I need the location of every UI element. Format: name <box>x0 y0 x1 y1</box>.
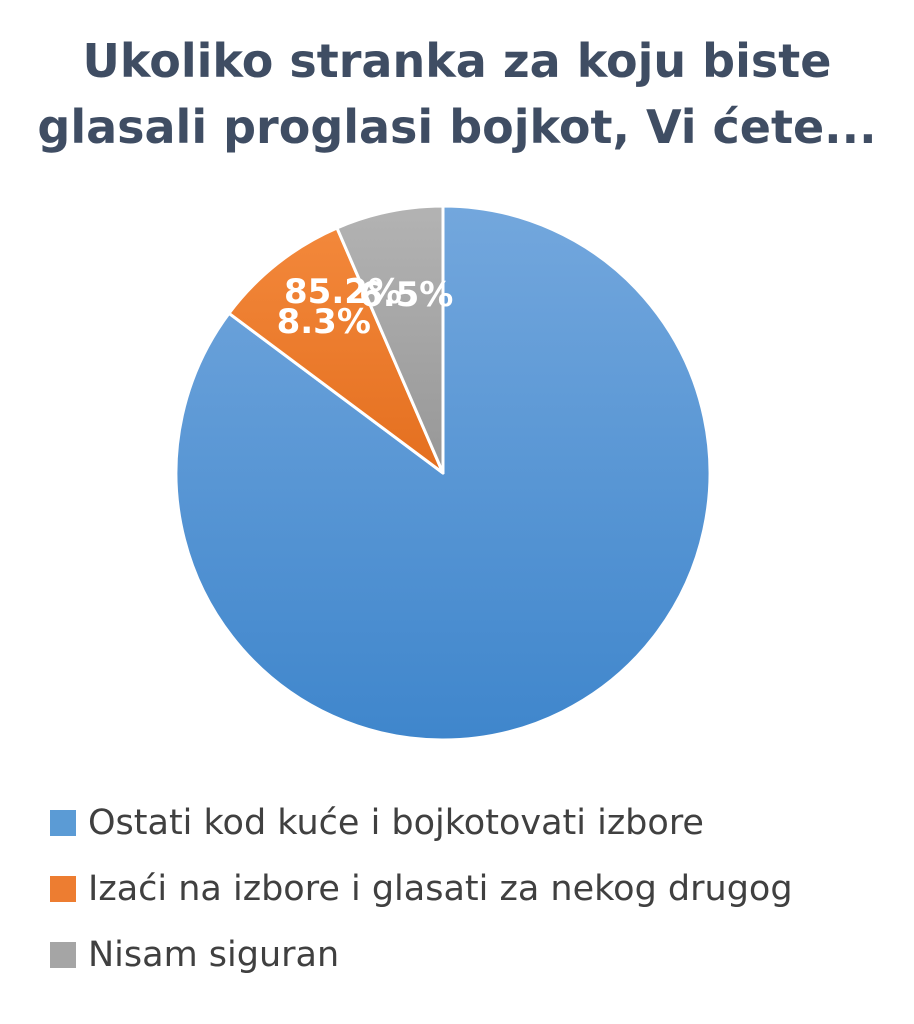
legend-item-ostati: Ostati kod kuće i bojkotovati izbore <box>50 790 793 856</box>
pie-slice-izaci <box>227 226 445 475</box>
chart-title-line-1: Ukoliko stranka za koju biste <box>82 34 832 88</box>
data-label-nisam: 6.5% <box>359 275 453 315</box>
legend-label-izaci: Izaći na izbore i glasati za nekog drugo… <box>88 869 793 909</box>
legend-swatch-nisam <box>50 942 76 968</box>
legend-label-ostati: Ostati kod kuće i bojkotovati izbore <box>88 803 704 843</box>
legend-swatch-izaci <box>50 876 76 902</box>
data-label-ostati: 85.2% <box>284 272 402 312</box>
data-label-izaci: 8.3% <box>277 302 371 342</box>
legend-item-izaci: Izaći na izbore i glasati za nekog drugo… <box>50 856 793 922</box>
legend-swatch-ostati <box>50 810 76 836</box>
legend: Ostati kod kuće i bojkotovati izbore Iza… <box>50 790 793 988</box>
legend-item-nisam: Nisam siguran <box>50 922 793 988</box>
chart-title-line-2: glasali proglasi bojkot, Vi ćete... <box>37 100 877 154</box>
legend-label-nisam: Nisam siguran <box>88 935 340 975</box>
chart-title: Ukoliko stranka za koju biste glasali pr… <box>0 28 914 160</box>
pie-slice-nisam <box>335 204 445 475</box>
